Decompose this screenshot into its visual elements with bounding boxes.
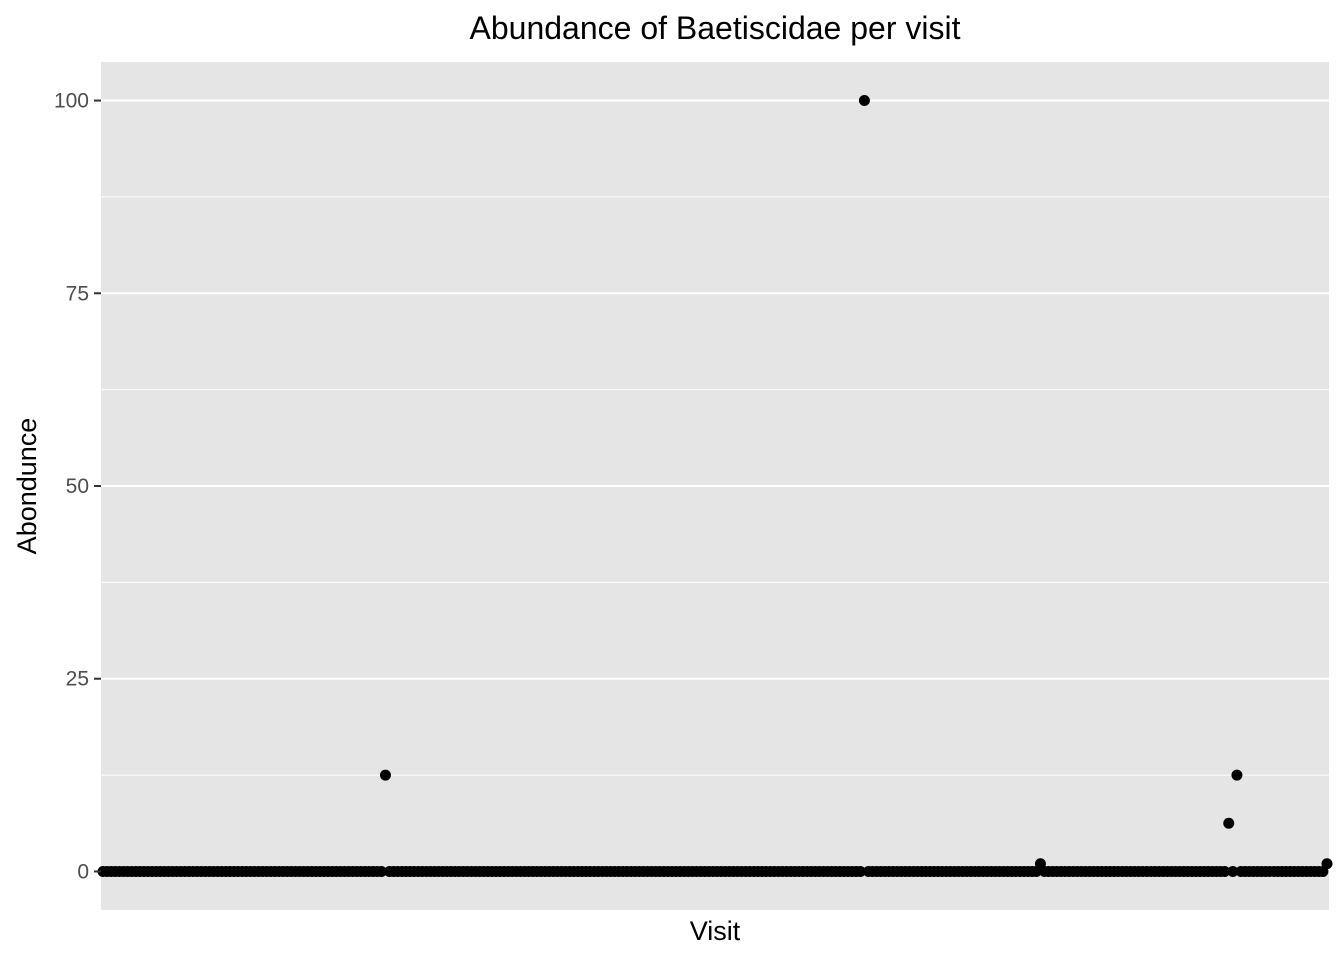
data-point <box>1227 865 1239 877</box>
data-point <box>1219 865 1231 877</box>
data-point <box>1321 858 1333 870</box>
data-point <box>375 865 387 877</box>
y-tick-label: 0 <box>77 860 89 883</box>
x-axis-title: Visit <box>690 916 741 946</box>
major-gridlines <box>101 99 1329 873</box>
data-point <box>1231 769 1243 781</box>
y-axis-title: Abondunce <box>12 418 42 555</box>
y-tick-label: 25 <box>66 668 89 691</box>
chart-title: Abundance of Baetiscidae per visit <box>470 10 961 46</box>
data-points <box>97 95 1333 877</box>
data-point <box>854 865 866 877</box>
y-axis: 0 25 50 75 100 <box>54 90 101 883</box>
minor-gridlines <box>101 196 1329 776</box>
y-tick-label: 50 <box>66 475 89 498</box>
y-tick-label: 75 <box>66 282 89 305</box>
data-point <box>858 95 870 107</box>
data-point <box>1223 817 1235 829</box>
y-tick-label: 100 <box>54 90 89 113</box>
data-point <box>379 769 391 781</box>
